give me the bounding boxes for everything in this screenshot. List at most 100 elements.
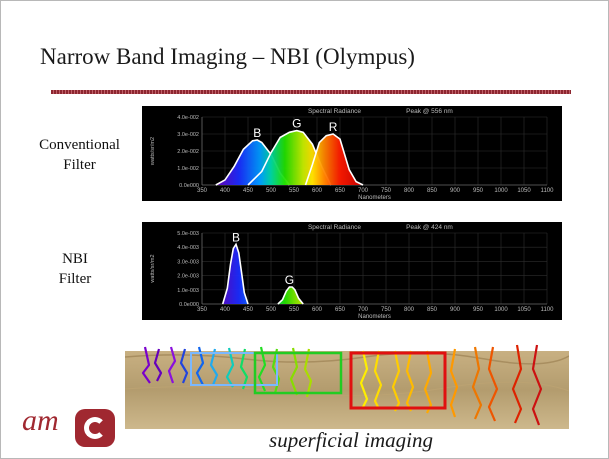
y-tick-label-0: 0.0e000: [179, 302, 199, 308]
slide-title: Narrow Band Imaging – NBI (Olympus): [40, 44, 415, 69]
conventional-spectrum-chart: 0.0e000 1.0e-002 2.0e-002 3.0e-002 4.0e-002 3…: [142, 106, 562, 201]
x-tick-label-7: 700: [358, 307, 369, 313]
x-tick-label-11: 900: [450, 307, 461, 313]
series-line-G: [277, 286, 304, 305]
y-tick-label-4: 4.0e-003: [177, 245, 199, 251]
series-line-B: [221, 242, 249, 305]
series-label-G: G: [285, 273, 294, 287]
x-tick-label-1: 400: [220, 307, 231, 313]
x-tick-label-5: 600: [312, 188, 323, 194]
x-tick-label-6: 650: [335, 188, 346, 194]
x-tick-label-6: 650: [335, 307, 346, 313]
x-tick-label-2: 450: [243, 188, 254, 194]
x-tick-label-5: 600: [312, 307, 323, 313]
x-tick-label-3: 500: [266, 307, 277, 313]
y-tick-label-5: 5.0e-003: [177, 231, 199, 237]
series-area-R: [305, 134, 363, 185]
vessel-violet-1: [141, 346, 151, 384]
nbi-spectrum-svg: 0.0e000 1.0e-003 2.0e-003 3.0e-003 4.0e-003 5…: [150, 224, 555, 320]
vessel-cyan-1: [225, 347, 235, 388]
vessel-yellow-2: [373, 350, 383, 410]
y-tick-label-3: 3.0e-003: [177, 259, 199, 265]
tissue-penetration-illustration: [125, 343, 569, 429]
conventional-filter-label-line1: Conventional: [39, 137, 120, 153]
vessel-blue-1: [179, 348, 189, 384]
chart-title: Spectral Radiance: [308, 224, 361, 231]
chart-title: Spectral Radiance: [308, 108, 361, 115]
title-underline: [51, 90, 571, 94]
blue-band-depth-box: [190, 352, 278, 386]
x-tick-label-15: 1100: [541, 307, 555, 313]
x-axis-label: Nanometers: [358, 314, 391, 320]
vessel-violet-3: [167, 346, 177, 384]
x-tick-label-4: 550: [289, 307, 300, 313]
x-tick-label-8: 750: [381, 188, 392, 194]
series-label-R: R: [329, 120, 338, 134]
x-tick-label-4: 550: [289, 188, 300, 194]
y-axis-label: watts/sr/m2: [150, 254, 156, 283]
series-line-R: [304, 133, 364, 186]
vessel-yellow-3: [391, 350, 401, 412]
series-label-B: B: [232, 230, 240, 244]
series-label-B: B: [253, 126, 261, 140]
x-tick-label-14: 1050: [517, 307, 531, 313]
vessel-orange-3: [487, 346, 499, 422]
x-tick-label-13: 1000: [494, 307, 508, 313]
y-axis-label: watts/sr/m2: [150, 137, 156, 166]
y-tick-label-1: 1.0e-003: [177, 288, 199, 294]
x-tick-label-0: 350: [197, 188, 208, 194]
tissue-layer: [125, 351, 569, 429]
nbi-filter-label: NBI Filter: [30, 249, 120, 289]
red-band-depth-box: [349, 351, 447, 410]
tissue-illustration-svg: [125, 344, 569, 429]
x-tick-label-15: 1100: [541, 188, 555, 194]
vessel-blue-2: [195, 346, 205, 386]
x-tick-label-12: 950: [473, 307, 484, 313]
y-tick-label-2: 2.0e-002: [177, 149, 199, 155]
vessel-yellow-1: [359, 350, 369, 408]
vessel-green-4: [289, 347, 299, 396]
conventional-filter-label: Conventional Filter: [22, 135, 137, 175]
amc-logo: am: [22, 404, 122, 450]
series-area-G: [277, 287, 304, 304]
nbi-filter-label-line2: Filter: [58, 271, 92, 287]
logo-c-mark-icon: [75, 409, 115, 447]
y-tick-label-4: 4.0e-002: [177, 115, 199, 121]
x-tick-label-12: 950: [473, 188, 484, 194]
chart-subtitle: Peak @ 424 nm: [406, 224, 453, 231]
x-tick-label-11: 900: [450, 188, 461, 194]
superficial-imaging-caption: superficial imaging: [269, 428, 433, 452]
vessel-orange-2: [471, 346, 483, 420]
chart-subtitle: Peak @ 556 nm: [406, 108, 453, 115]
x-tick-label-14: 1050: [517, 188, 531, 194]
y-tick-label-3: 3.0e-002: [177, 132, 199, 138]
x-tick-label-9: 800: [404, 307, 415, 313]
nbi-filter-label-line1: NBI: [62, 251, 88, 267]
y-tick-label-1: 1.0e-002: [177, 166, 199, 172]
y-tick-label-2: 2.0e-003: [177, 274, 199, 280]
x-axis-label: Nanometers: [358, 195, 391, 201]
vessel-red-2: [531, 344, 543, 426]
conventional-spectrum-svg: 0.0e000 1.0e-002 2.0e-002 3.0e-002 4.0e-002 3…: [150, 108, 555, 201]
x-tick-label-10: 850: [427, 307, 438, 313]
series-label-G: G: [292, 117, 301, 131]
tissue-texture-line: [125, 381, 569, 397]
green-band-depth-box: [253, 351, 343, 395]
conventional-filter-label-line2: Filter: [63, 157, 96, 173]
series-area-B: [222, 244, 248, 304]
x-tick-label-1: 400: [220, 188, 231, 194]
x-tick-label-2: 450: [243, 307, 254, 313]
logo-text: am: [22, 404, 59, 437]
x-tick-label-3: 500: [266, 188, 277, 194]
x-tick-label-8: 750: [381, 307, 392, 313]
vessel-green-1: [239, 348, 249, 390]
vessel-violet-2: [153, 348, 163, 382]
x-tick-label-9: 800: [404, 188, 415, 194]
x-tick-label-7: 700: [358, 188, 369, 194]
x-tick-label-13: 1000: [494, 188, 508, 194]
vessel-blue-3: [209, 348, 219, 386]
vessel-yellowgreen-1: [303, 348, 313, 398]
nbi-spectrum-chart: 0.0e000 1.0e-003 2.0e-003 3.0e-003 4.0e-003 5…: [142, 222, 562, 320]
vessel-red-1: [511, 344, 523, 424]
vessel-orange-1: [449, 348, 459, 418]
